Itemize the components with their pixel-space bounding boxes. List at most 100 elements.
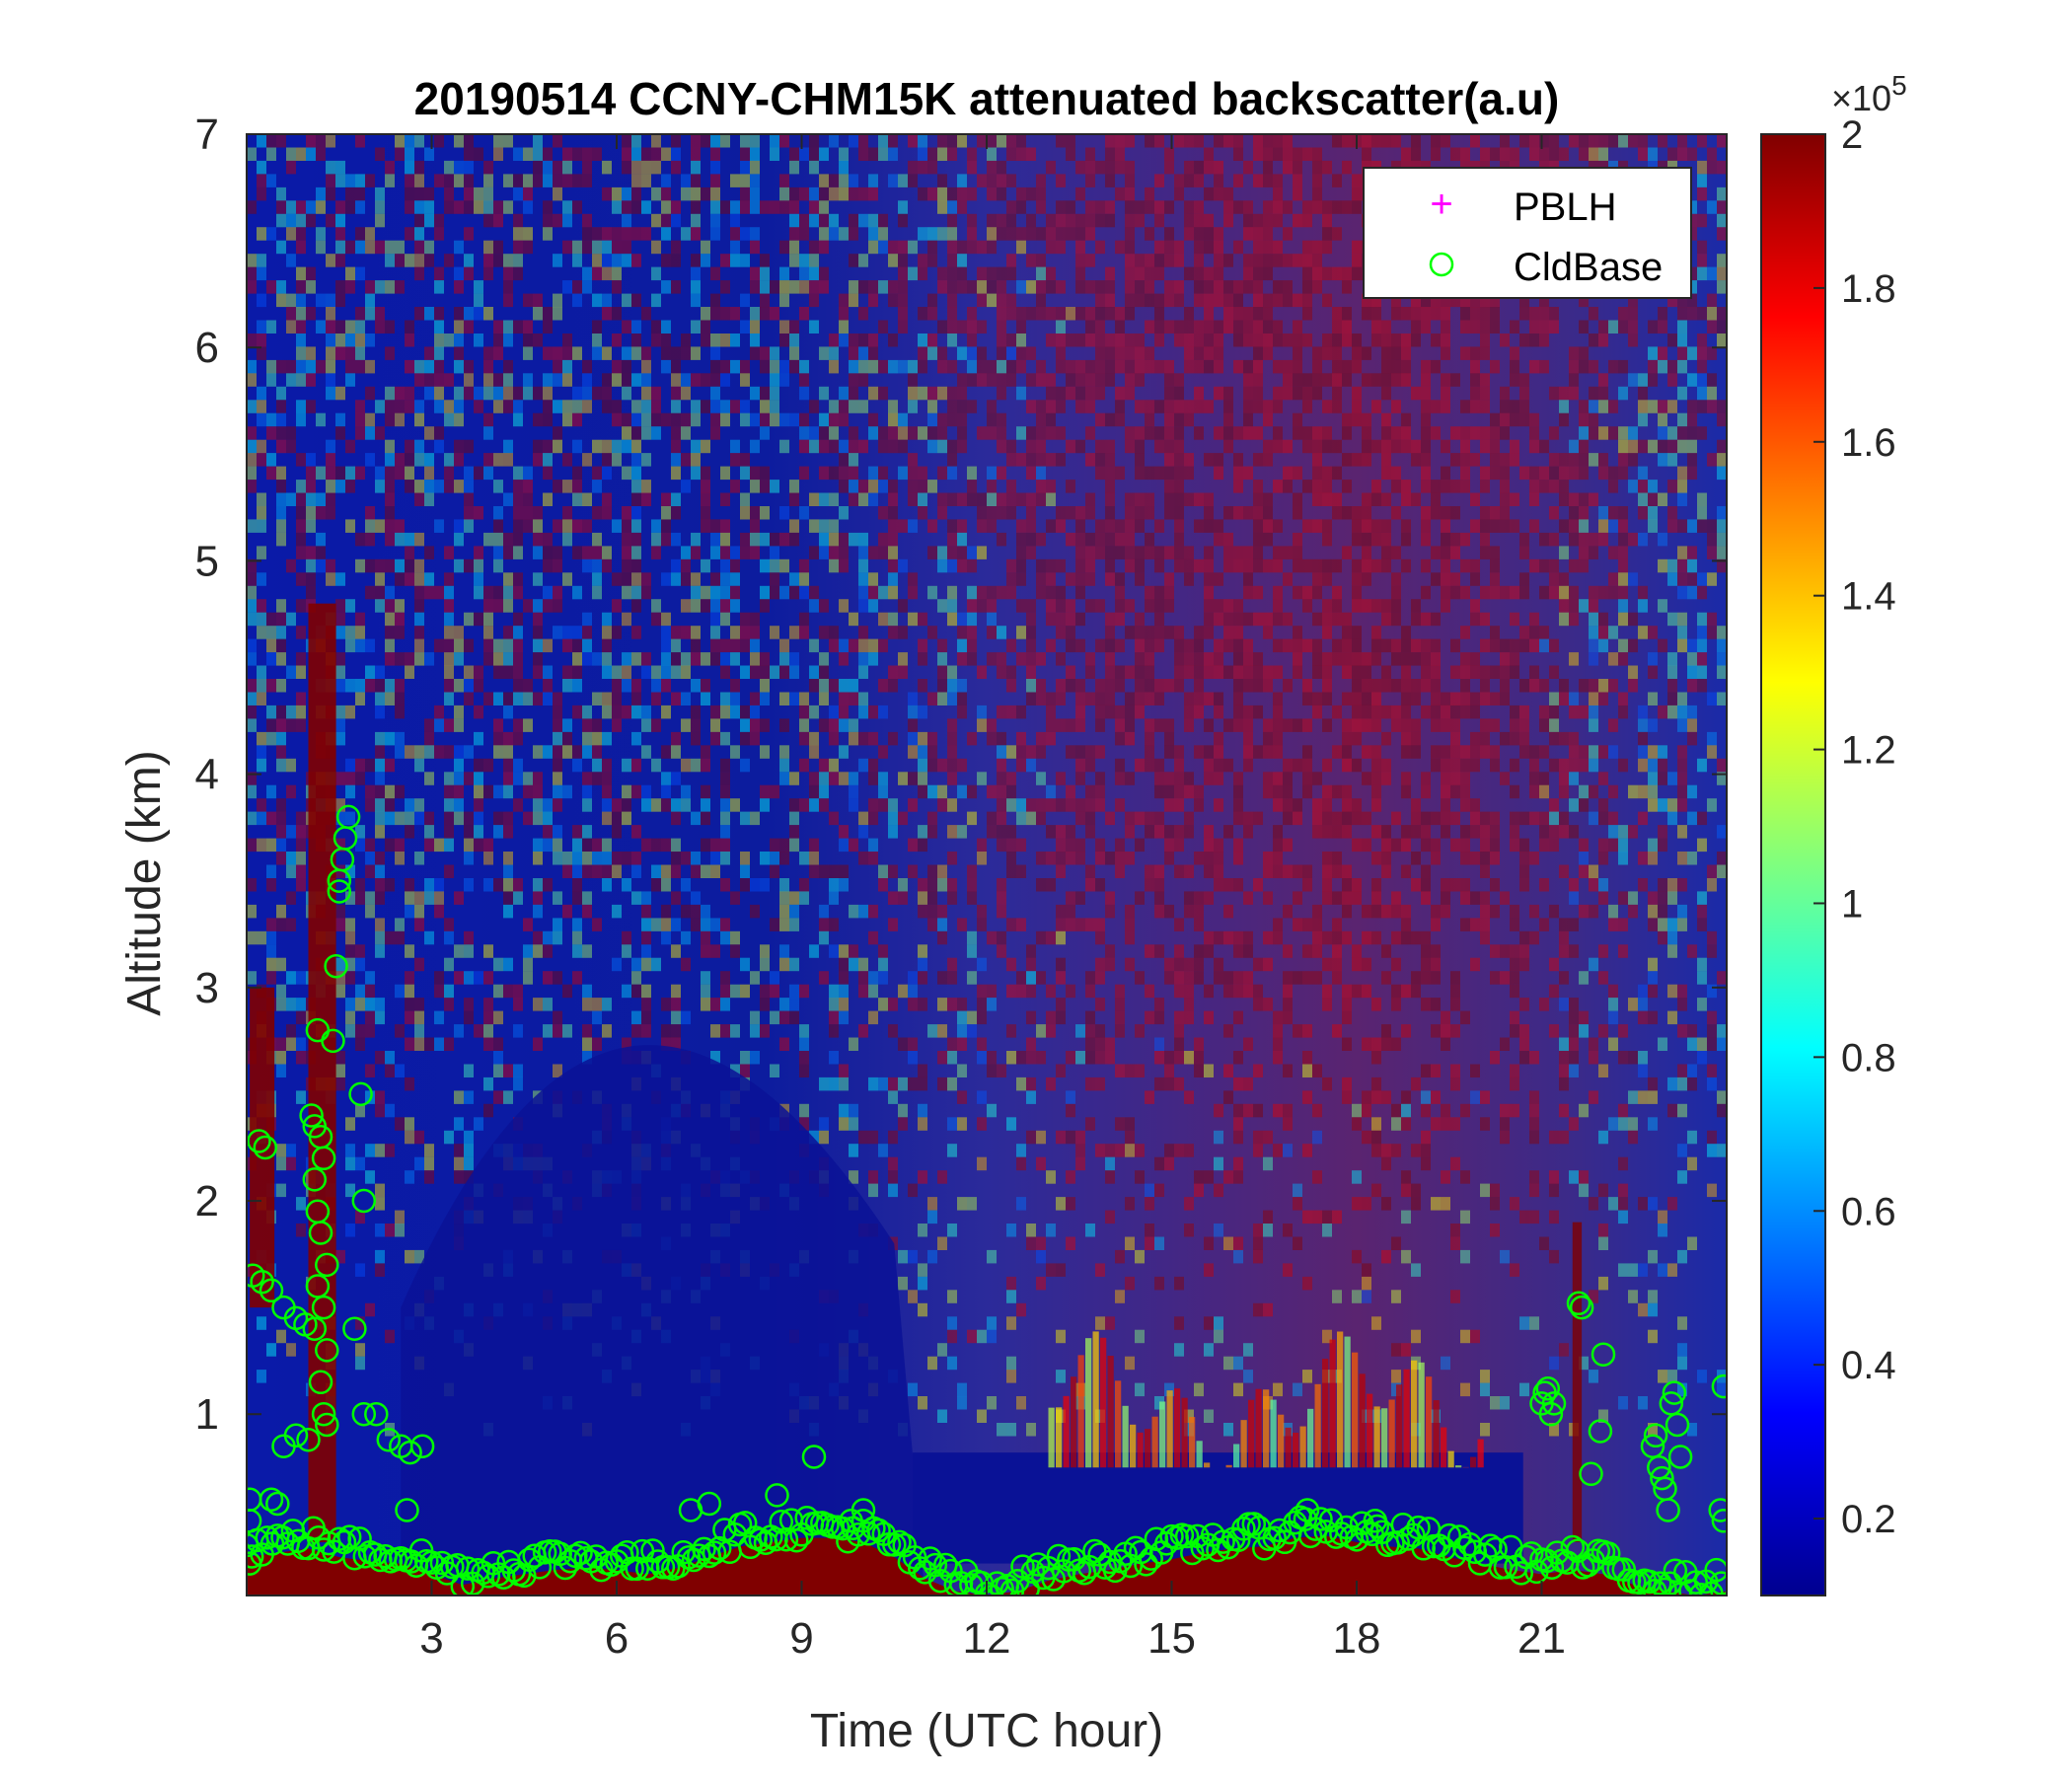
noise-cell xyxy=(1253,1064,1263,1077)
noise-cell xyxy=(523,679,533,693)
noise-cell xyxy=(691,466,701,481)
noise-cell xyxy=(641,386,651,401)
noise-cell xyxy=(937,1076,947,1091)
noise-cell xyxy=(1056,1329,1066,1344)
noise-cell xyxy=(1075,280,1085,294)
noise-cell xyxy=(799,692,809,705)
noise-cell xyxy=(1066,334,1075,347)
noise-cell xyxy=(1154,466,1164,481)
noise-cell xyxy=(572,705,582,719)
noise-cell xyxy=(1352,652,1362,666)
noise-cell xyxy=(1085,811,1095,826)
noise-cell xyxy=(592,506,602,520)
noise-cell xyxy=(1342,280,1352,294)
noise-cell xyxy=(760,984,770,999)
noise-cell xyxy=(1302,373,1312,387)
noise-cell xyxy=(1243,984,1253,999)
noise-cell xyxy=(701,519,710,533)
noise-cell xyxy=(829,532,839,547)
noise-cell xyxy=(967,359,977,374)
noise-cell xyxy=(671,346,681,360)
noise-cell xyxy=(878,480,888,493)
noise-cell xyxy=(434,891,444,905)
noise-cell xyxy=(849,480,858,493)
noise-cell xyxy=(789,412,799,427)
noise-cell xyxy=(1223,254,1233,267)
noise-cell xyxy=(543,439,553,454)
noise-cell xyxy=(878,772,888,785)
noise-cell xyxy=(1016,745,1026,759)
noise-cell xyxy=(898,626,908,639)
noise-cell xyxy=(286,426,296,440)
noise-cell xyxy=(385,506,395,520)
noise-cell xyxy=(1391,572,1401,586)
noise-cell xyxy=(1174,546,1184,559)
noise-cell xyxy=(1066,1103,1075,1118)
noise-cell xyxy=(296,878,306,892)
noise-cell xyxy=(1263,998,1273,1011)
noise-cell xyxy=(868,705,878,719)
noise-cell xyxy=(681,572,691,586)
noise-cell xyxy=(710,160,720,175)
noise-cell xyxy=(1095,718,1105,732)
noise-cell xyxy=(1352,878,1362,892)
noise-cell xyxy=(385,254,395,267)
noise-cell xyxy=(622,532,631,547)
noise-cell xyxy=(1322,718,1332,732)
noise-cell xyxy=(740,492,750,506)
noise-cell xyxy=(1293,492,1302,506)
noise-cell xyxy=(918,612,927,627)
noise-cell xyxy=(316,147,326,161)
noise-cell xyxy=(1164,679,1174,693)
noise-cell xyxy=(730,213,740,228)
noise-cell xyxy=(898,200,908,214)
noise-cell xyxy=(1253,878,1263,892)
noise-cell xyxy=(927,147,937,161)
noise-cell xyxy=(1135,1064,1145,1077)
noise-cell xyxy=(582,213,592,228)
noise-cell xyxy=(631,585,641,600)
noise-cell xyxy=(878,213,888,228)
noise-cell xyxy=(1184,1144,1194,1157)
noise-cell xyxy=(257,546,266,559)
noise-cell xyxy=(414,918,424,931)
noise-cell xyxy=(1095,1037,1105,1051)
noise-cell xyxy=(424,878,434,892)
noise-cell xyxy=(740,864,750,878)
noise-cell xyxy=(681,186,691,201)
noise-cell xyxy=(1273,386,1283,401)
noise-cell xyxy=(1036,280,1046,294)
noise-cell xyxy=(1233,280,1243,294)
noise-cell xyxy=(779,532,789,547)
noise-cell xyxy=(572,838,582,853)
noise-cell xyxy=(1204,984,1214,999)
noise-cell xyxy=(602,852,612,865)
noise-cell xyxy=(493,320,503,334)
noise-cell xyxy=(1263,266,1273,281)
noise-cell xyxy=(385,585,395,600)
noise-cell xyxy=(543,558,553,573)
noise-cell xyxy=(523,386,533,401)
noise-cell xyxy=(1273,359,1283,374)
noise-cell xyxy=(691,453,701,467)
noise-cell xyxy=(701,984,710,999)
noise-cell xyxy=(1174,373,1184,387)
noise-cell xyxy=(257,811,266,826)
noise-cell xyxy=(493,1090,503,1104)
noise-cell xyxy=(306,373,316,387)
noise-cell xyxy=(789,811,799,826)
noise-cell xyxy=(612,200,622,214)
noise-cell xyxy=(967,227,977,241)
noise-cell xyxy=(1085,558,1095,573)
noise-cell xyxy=(1056,998,1066,1011)
noise-cell xyxy=(434,745,444,759)
noise-cell xyxy=(1135,679,1145,693)
noise-cell xyxy=(1046,798,1056,812)
noise-cell xyxy=(543,174,553,187)
noise-cell xyxy=(1283,798,1293,812)
noise-cell xyxy=(858,439,868,454)
noise-cell xyxy=(1204,599,1214,613)
noise-cell xyxy=(1194,426,1204,440)
noise-cell xyxy=(1066,612,1075,627)
noise-cell xyxy=(553,186,562,201)
